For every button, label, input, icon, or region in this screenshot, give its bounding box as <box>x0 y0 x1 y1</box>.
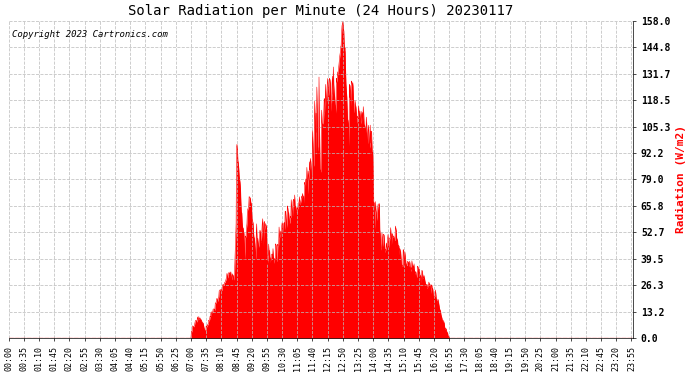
Y-axis label: Radiation (W/m2): Radiation (W/m2) <box>676 126 686 234</box>
Title: Solar Radiation per Minute (24 Hours) 20230117: Solar Radiation per Minute (24 Hours) 20… <box>128 4 513 18</box>
Text: Copyright 2023 Cartronics.com: Copyright 2023 Cartronics.com <box>12 30 168 39</box>
